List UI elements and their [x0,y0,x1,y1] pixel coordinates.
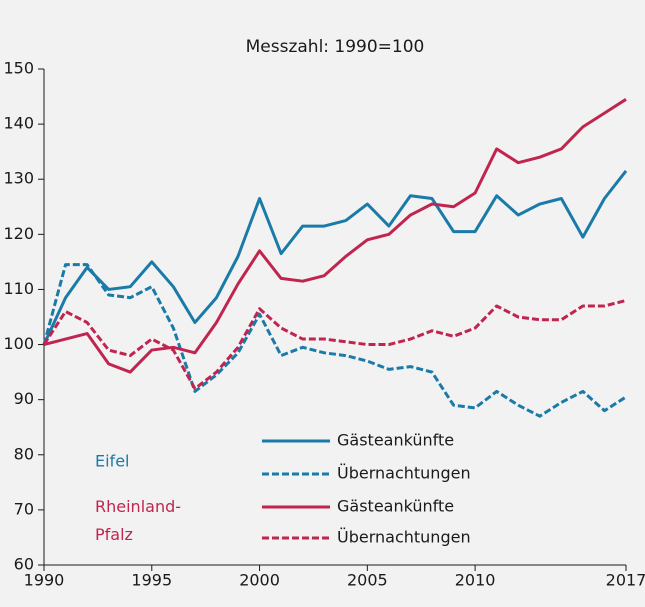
legend-group: Rheinland- Pfalz [95,497,181,544]
series-line [42,170,628,346]
y-tick-label: 150 [3,59,34,78]
y-tick-label: 140 [3,114,34,133]
legend-label: Übernachtungen [337,464,471,483]
legend-group-line: Rheinland- [95,497,181,516]
x-tick-label: 2005 [347,571,388,590]
y-tick-label: 110 [3,279,34,298]
y-tick-label: 70 [14,499,34,518]
y-tick-label: 100 [3,334,34,353]
y-tick-label: 90 [14,389,34,408]
x-tick-label: 2000 [239,571,280,590]
legend-label: Gästeankünfte [337,431,454,450]
y-tick-label: 130 [3,169,34,188]
series-line [43,98,627,374]
y-tick-label: 120 [3,224,34,243]
y-tick-label: 80 [14,444,34,463]
series-line [42,263,627,418]
series-line [42,299,627,391]
y-tick-label: 60 [14,555,34,574]
x-tick-label: 2017 [606,571,645,590]
chart-title: Messzahl: 1990=100 [246,37,425,57]
x-tick-label: 1990 [24,571,65,590]
legend-group: Eifel [95,452,129,471]
x-tick-label: 1995 [131,571,172,590]
x-tick-label: 2010 [455,571,496,590]
legend-group-line: Pfalz [95,525,133,544]
legend-label: Übernachtungen [337,528,471,547]
legend-label: Gästeankünfte [337,497,454,516]
